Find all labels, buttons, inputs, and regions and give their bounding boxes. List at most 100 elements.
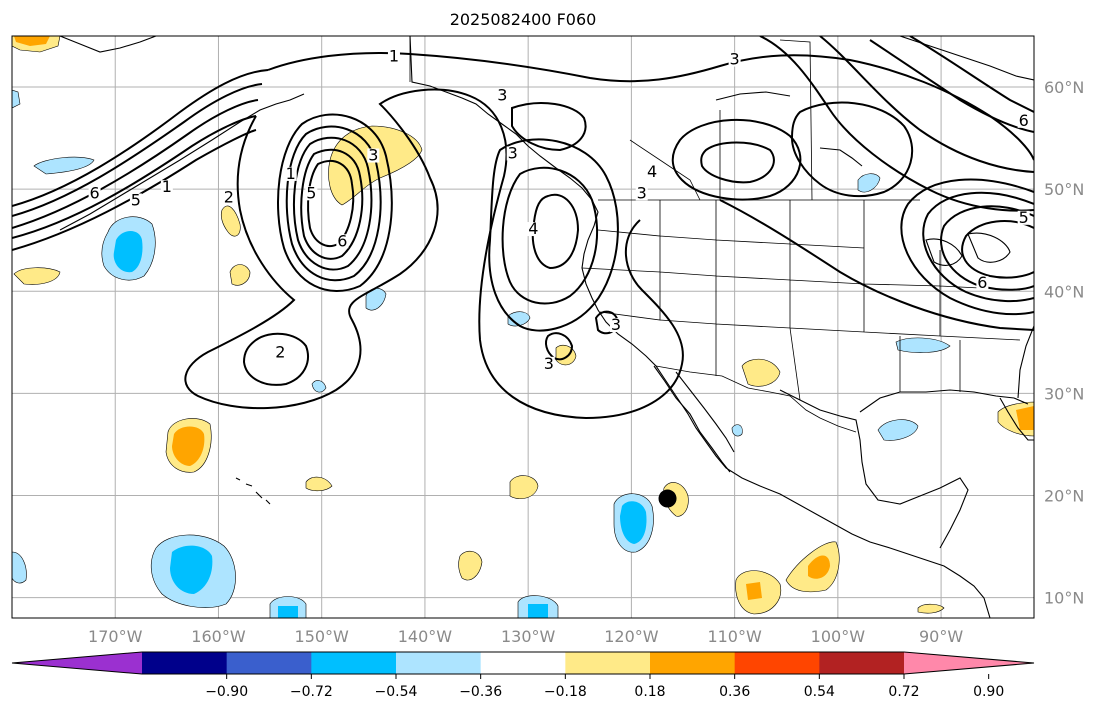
anomaly-patch xyxy=(528,604,548,618)
anomaly-patch xyxy=(917,603,945,614)
colorbar-tick-label: −0.36 xyxy=(459,684,502,700)
lon-tick-label: 90°W xyxy=(919,627,963,646)
lat-tick-label: 30°N xyxy=(1044,384,1084,403)
anomaly-patch xyxy=(458,550,483,581)
colorbar-segment xyxy=(650,652,736,674)
anomaly-patch xyxy=(877,419,919,441)
contour-line xyxy=(940,205,1034,291)
contour-line xyxy=(300,148,364,260)
contour-line xyxy=(545,332,574,361)
map-frame xyxy=(11,35,1035,619)
colorbar-segment xyxy=(226,652,312,674)
contour-label-bg xyxy=(88,186,101,201)
colorbar xyxy=(11,651,1035,675)
contour-label-bg xyxy=(527,222,540,237)
colorbar-segment xyxy=(311,652,397,674)
contour-line xyxy=(531,193,580,270)
contour-label: 1 xyxy=(162,177,172,196)
contour-label-bg xyxy=(305,186,318,201)
contour-line xyxy=(900,178,1034,316)
coastline-canada-2 xyxy=(819,147,863,167)
lon-tick-label: 140°W xyxy=(398,627,453,646)
contour-label: 2 xyxy=(275,343,285,362)
colorbar-tick-label: −0.72 xyxy=(290,684,333,700)
coastline-canada-arctic xyxy=(715,91,791,101)
contour-label-bg xyxy=(609,318,622,333)
contour-label-bg xyxy=(976,276,989,291)
contour-label-bg xyxy=(646,164,659,179)
anomaly-patch xyxy=(278,606,298,618)
contour-line xyxy=(277,113,393,292)
contour-line xyxy=(671,119,802,201)
border-us-mexico xyxy=(655,365,857,433)
lon-tick-label: 160°W xyxy=(191,627,246,646)
contour-line xyxy=(12,129,257,251)
lon-tick-label: 120°W xyxy=(604,627,659,646)
contour-line xyxy=(909,36,1034,113)
contour-line xyxy=(961,220,1034,279)
location-marker xyxy=(658,489,677,508)
anomaly-patch xyxy=(14,36,50,46)
anomaly-patch xyxy=(12,551,27,584)
colorbar-tick-labels: −0.90 −0.72 −0.54 −0.36 −0.18 0.18 0.36 0.54 0.7… xyxy=(205,674,1004,700)
contour-label: 1 xyxy=(286,164,296,183)
lat-tick-label: 40°N xyxy=(1044,282,1084,301)
coastline-baja-gulf xyxy=(675,371,735,453)
contour-line xyxy=(759,36,1034,212)
contour-label: 1 xyxy=(389,46,399,65)
colorbar-tick-label: −0.54 xyxy=(375,684,418,700)
lon-tick-label: 170°W xyxy=(88,627,143,646)
anomaly-patch xyxy=(895,337,951,353)
contour-label: 3 xyxy=(611,315,621,334)
contour-label-bg xyxy=(222,190,235,205)
colorbar-tick-label: −0.90 xyxy=(205,684,248,700)
lat-tick-label: 20°N xyxy=(1044,486,1084,505)
contour-line xyxy=(12,115,257,239)
lat-tick-label: 10°N xyxy=(1044,589,1084,608)
contour-label: 5 xyxy=(306,183,316,202)
coastline-gulf-mexico xyxy=(779,389,969,549)
anomaly-patch xyxy=(509,475,539,499)
anomaly-patch xyxy=(808,555,830,579)
colorbar-segment xyxy=(480,652,566,674)
contour-line xyxy=(285,125,382,282)
contour-label: 5 xyxy=(131,190,141,209)
colorbar-extend-max xyxy=(904,652,1034,674)
colorbar-extend-min xyxy=(12,652,142,674)
contour-label: 4 xyxy=(528,219,538,238)
contour-label: 6 xyxy=(337,231,347,250)
contour-line xyxy=(12,99,259,229)
contour-label-bg xyxy=(160,180,173,195)
contour-line xyxy=(501,166,599,305)
contour-line xyxy=(12,69,269,207)
contour-line xyxy=(790,101,914,198)
anomaly-patch xyxy=(857,173,881,193)
contour-label-bg xyxy=(367,148,380,163)
contour-label-bg xyxy=(1017,113,1030,128)
anomaly-patch xyxy=(170,545,213,594)
contour-label-bg xyxy=(284,166,297,181)
lon-tick-label: 100°W xyxy=(811,627,866,646)
latitude-tick-labels: 60°N 50°N 40°N 30°N 20°N 10°N xyxy=(1044,78,1084,608)
contour-label: 3 xyxy=(497,85,507,104)
contour-label: 3 xyxy=(730,50,740,69)
coastlines xyxy=(59,36,1034,618)
contour-line xyxy=(922,191,1034,303)
contour-label-bg xyxy=(129,193,142,208)
contour-line xyxy=(869,39,1034,133)
contour-label-bg xyxy=(635,186,648,201)
contour-line xyxy=(719,199,1034,331)
lat-tick-label: 60°N xyxy=(1044,78,1084,97)
lon-tick-label: 150°W xyxy=(295,627,350,646)
anomaly-patch xyxy=(33,156,95,175)
contour-line xyxy=(293,136,373,271)
contour-line xyxy=(12,83,263,217)
colorbar-segment xyxy=(565,652,651,674)
contour-label: 3 xyxy=(508,143,518,162)
lat-tick-label: 50°N xyxy=(1044,180,1084,199)
colorbar-tick-label: 0.18 xyxy=(634,684,665,700)
longitude-tick-labels: 170°W 160°W 150°W 140°W 130°W 120°W 110°W 100°W… xyxy=(88,627,963,646)
